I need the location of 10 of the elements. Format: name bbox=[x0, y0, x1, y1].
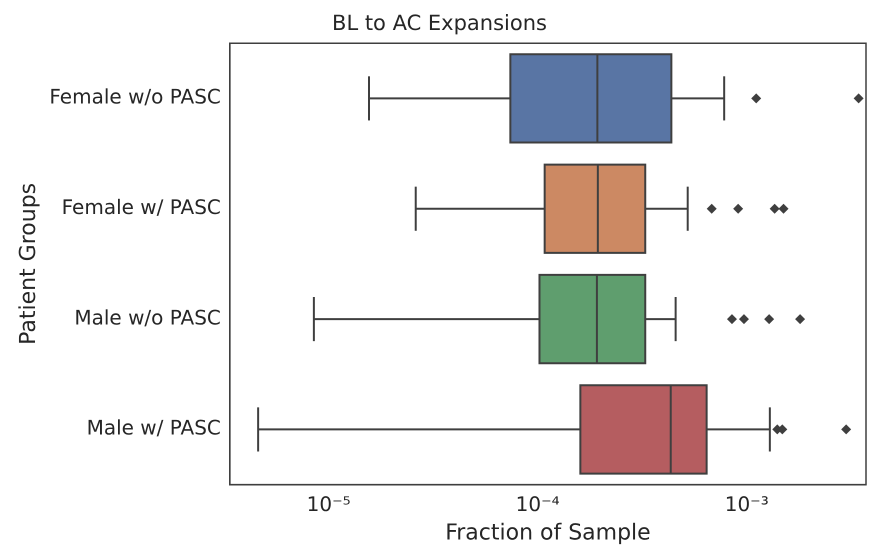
y-tick-label: Male w/o PASC bbox=[74, 305, 221, 330]
x-tick-label: 10⁻³ bbox=[724, 492, 769, 516]
y-tick-label: Female w/ PASC bbox=[62, 194, 221, 219]
x-tick-label: 10⁻⁵ bbox=[306, 492, 351, 516]
chart-title: BL to AC Expansions bbox=[332, 11, 547, 36]
y-tick-label: Male w/ PASC bbox=[86, 416, 221, 440]
y-axis-title: Patient Groups bbox=[16, 182, 41, 345]
x-tick-label: 10⁻⁴ bbox=[516, 492, 560, 516]
y-tick-label: Female w/o PASC bbox=[49, 84, 221, 109]
x-axis-title: Fraction of Sample bbox=[445, 520, 651, 546]
